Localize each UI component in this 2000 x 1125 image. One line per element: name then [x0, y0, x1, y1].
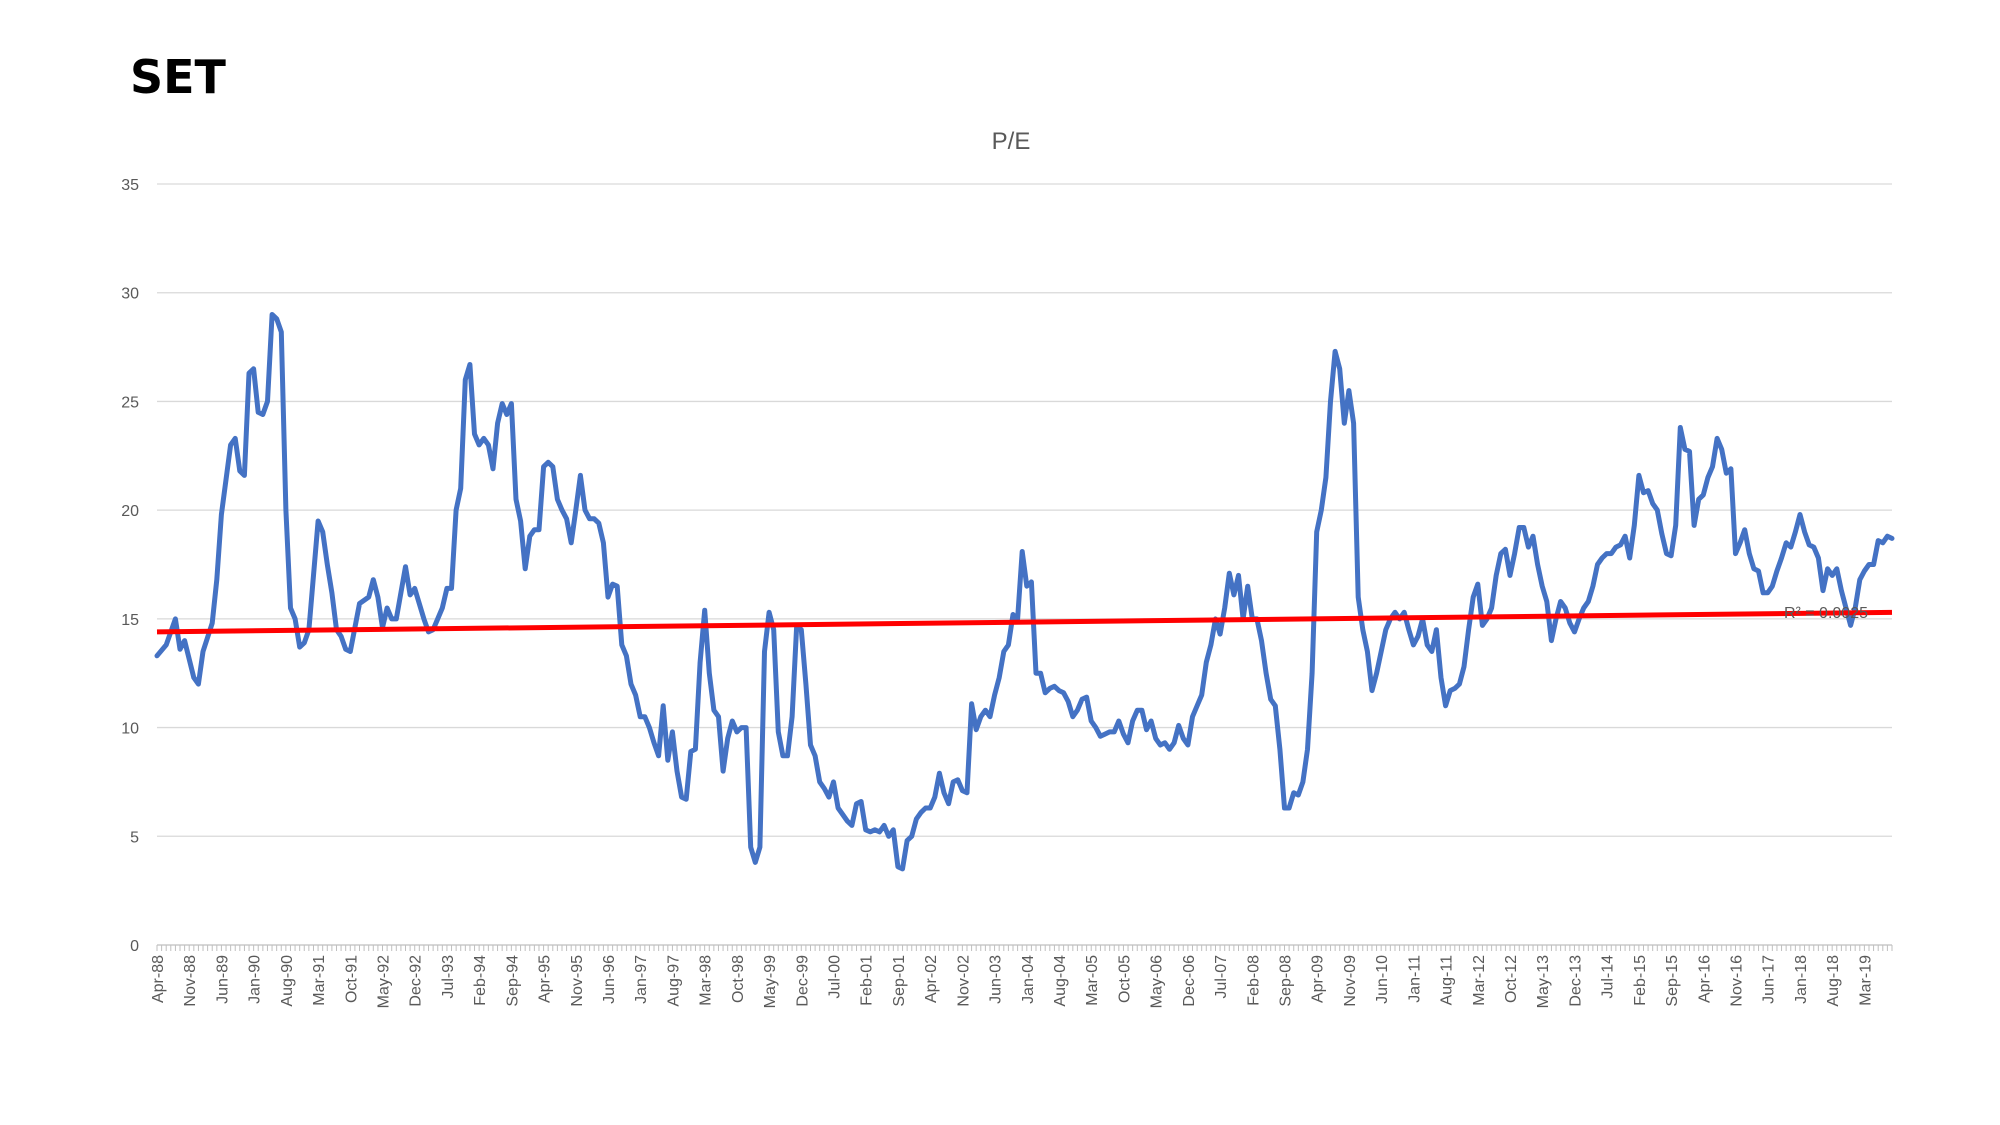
y-tick-label: 10 — [121, 721, 139, 738]
x-tick-label: Sep-08 — [1278, 955, 1295, 1007]
x-tick-label: Oct-98 — [730, 955, 747, 1003]
slide-title: SET — [130, 50, 226, 104]
y-tick-label: 5 — [130, 829, 139, 846]
x-tick-label: Mar-91 — [311, 955, 328, 1006]
x-tick-label: Apr-09 — [1310, 955, 1327, 1003]
x-tick-label: Jun-10 — [1374, 955, 1391, 1004]
x-tick-label: Sep-15 — [1664, 955, 1681, 1007]
x-axis: Apr-88 Nov-88 Jun-89 Jan-90 Aug-90 Mar-91 Oct-… — [150, 944, 1893, 1008]
r-squared-label: R² = 0.0025 — [1784, 605, 1868, 622]
y-tick-label: 15 — [121, 612, 139, 629]
x-tick-label: Nov-95 — [569, 955, 586, 1007]
x-tick-label: May-13 — [1535, 955, 1552, 1008]
series-layer — [154, 312, 1895, 872]
x-tick-label: Sep-94 — [504, 955, 521, 1007]
x-tick-label: Nov-16 — [1729, 955, 1746, 1007]
x-tick-label: Feb-08 — [1245, 955, 1262, 1006]
x-tick-label: Jan-04 — [1020, 955, 1037, 1004]
trendline-layer: R² = 0.0025 — [156, 605, 1893, 635]
x-tick-label: Apr-02 — [923, 955, 940, 1003]
x-tick-label: Aug-97 — [665, 955, 682, 1007]
x-tick-label: Dec-92 — [408, 955, 425, 1007]
gridlines — [157, 183, 1892, 837]
x-tick-label: Nov-88 — [182, 955, 199, 1007]
x-tick-label: Oct-05 — [1116, 955, 1133, 1003]
x-tick-label: Mar-98 — [698, 955, 715, 1006]
x-tick-label: Jul-07 — [1213, 955, 1230, 999]
x-tick-label: Aug-04 — [1052, 955, 1069, 1007]
x-tick-label: Oct-12 — [1503, 955, 1520, 1003]
x-tick-label: Nov-09 — [1342, 955, 1359, 1007]
x-tick-label: Jun-96 — [601, 955, 618, 1004]
x-tick-label: Feb-01 — [859, 955, 876, 1006]
x-tick-label: Mar-05 — [1084, 955, 1101, 1006]
x-tick-label: Jul-00 — [827, 955, 844, 999]
x-tick-label: Jan-11 — [1406, 955, 1423, 1003]
x-tick-label: Mar-19 — [1857, 955, 1874, 1006]
x-tick-label: Jun-17 — [1761, 955, 1778, 1004]
x-tick-label: Apr-95 — [537, 955, 554, 1003]
x-tick-label: Jan-90 — [247, 955, 264, 1004]
x-tick-label: Jun-03 — [988, 955, 1005, 1004]
x-tick-label: May-06 — [1149, 955, 1166, 1008]
x-tick-label: Jan-18 — [1793, 955, 1810, 1004]
x-tick-label: Aug-11 — [1439, 955, 1456, 1006]
x-tick-label: Sep-01 — [891, 955, 908, 1007]
x-tick-label: Aug-18 — [1825, 955, 1842, 1007]
x-tick-label: Mar-12 — [1471, 955, 1488, 1006]
x-tick-label: Nov-02 — [955, 955, 972, 1007]
x-tick-label: Jan-97 — [633, 955, 650, 1004]
x-tick-label: May-92 — [376, 955, 393, 1008]
y-tick-label: 20 — [121, 503, 139, 520]
x-tick-label: Apr-88 — [150, 955, 167, 1003]
y-tick-label: 30 — [121, 286, 139, 303]
x-tick-label: Apr-16 — [1696, 955, 1713, 1003]
x-tick-label: May-99 — [762, 955, 779, 1008]
x-tick-label: Jun-89 — [214, 955, 231, 1004]
x-tick-label: Aug-90 — [279, 955, 296, 1007]
x-tick-label: Dec-13 — [1567, 955, 1584, 1007]
linear-trendline — [156, 609, 1893, 635]
x-tick-label: Jul-93 — [440, 955, 457, 999]
chart-title: P/E — [992, 128, 1031, 155]
x-tick-label: Feb-15 — [1632, 955, 1649, 1006]
y-tick-label: 25 — [121, 394, 139, 411]
y-axis-tick-labels: 0 5 10 15 20 25 30 35 — [121, 177, 139, 955]
y-tick-label: 35 — [121, 177, 139, 194]
x-tick-label: Jul-14 — [1600, 955, 1617, 999]
x-tick-label: Dec-99 — [794, 955, 811, 1007]
x-tick-label: Feb-94 — [472, 955, 489, 1006]
pe-series-line — [154, 312, 1895, 872]
y-tick-label: 0 — [130, 938, 139, 955]
x-tick-label: Oct-91 — [343, 955, 360, 1003]
x-tick-label: Dec-06 — [1181, 955, 1198, 1007]
